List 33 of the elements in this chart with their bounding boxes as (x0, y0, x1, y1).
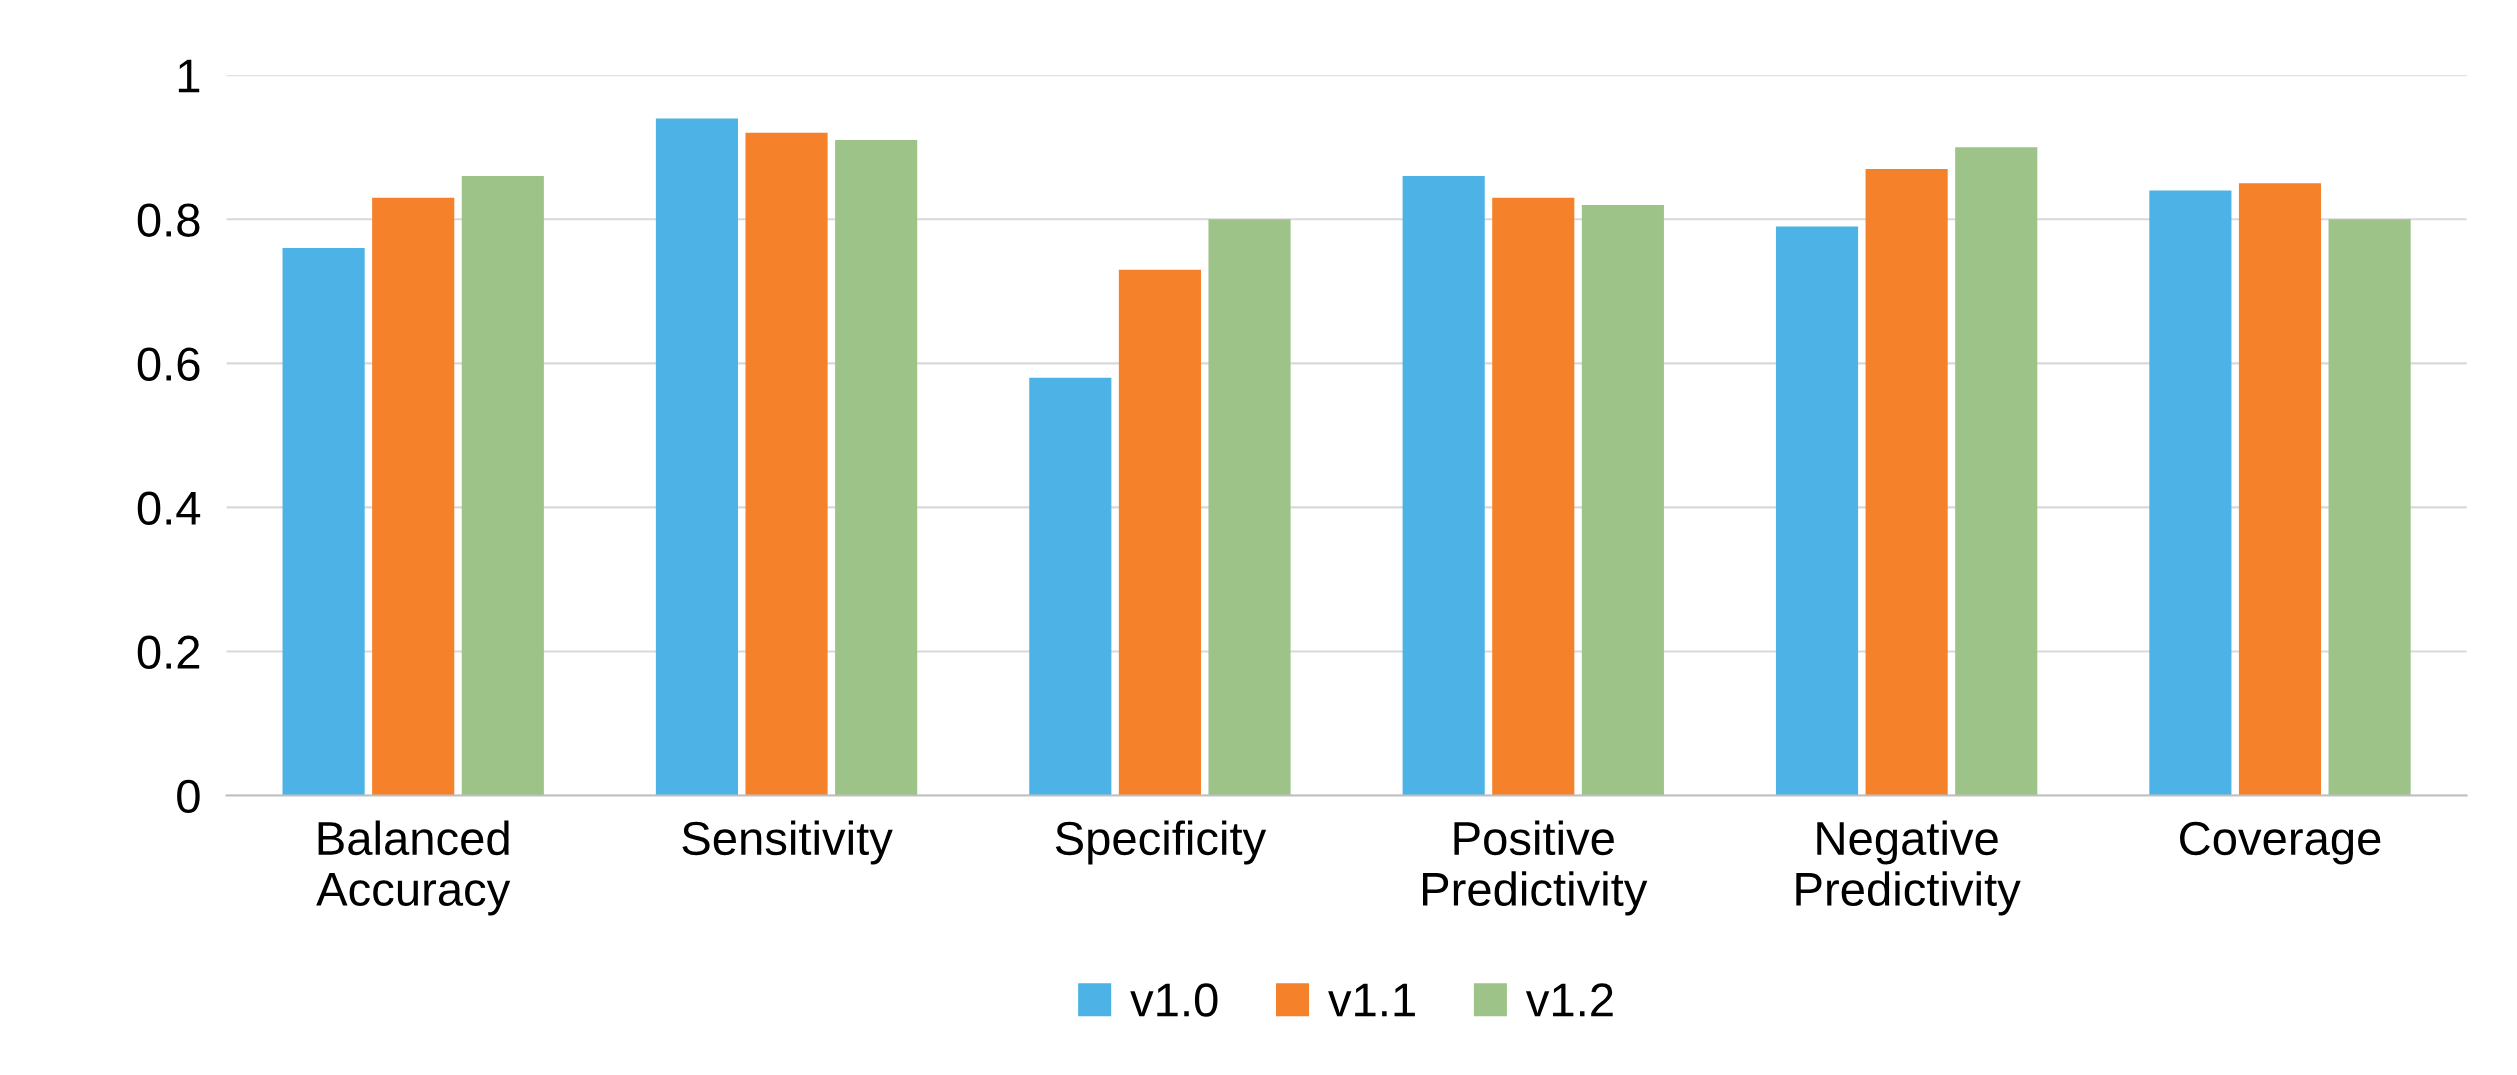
bar (2149, 190, 2232, 796)
bar (372, 197, 455, 796)
bar (655, 118, 739, 796)
bar (745, 132, 828, 796)
y-tick-label: 0.4 (137, 491, 201, 525)
y-tick-label: 1 (178, 59, 200, 93)
x-tick-label: Positive Predictivity (1423, 820, 1648, 916)
x-tick-label: Balanced Accuracy (316, 820, 511, 916)
bar (2238, 183, 2322, 796)
bar (1492, 197, 1575, 796)
bar (1955, 147, 2038, 796)
x-tick-label: Coverage (2180, 821, 2381, 865)
bar (1402, 176, 1485, 796)
bar (1029, 377, 1112, 796)
x-tick-label: Negative Predictivity (1796, 820, 2021, 916)
bar (1775, 226, 1859, 796)
bar (282, 248, 365, 796)
y-tick-label: 0.8 (137, 203, 200, 237)
bar (835, 140, 918, 796)
bar (461, 176, 544, 796)
bar (1208, 219, 1291, 796)
legend-label: v1.2 (1525, 983, 1613, 1017)
bar (1865, 168, 1948, 796)
y-tick-label: 0.6 (137, 347, 200, 381)
legend-label: v1.1 (1328, 983, 1415, 1017)
bar (2328, 219, 2411, 796)
x-tick-label: Sensitivity (682, 820, 893, 865)
y-tick-label: 0.2 (137, 635, 200, 670)
bar (1118, 269, 1201, 796)
y-tick-label: 0 (177, 779, 200, 814)
x-tick-label: Specificity (1055, 820, 1267, 865)
legend-label: v1.0 (1130, 983, 1218, 1017)
bar (1581, 204, 1664, 796)
